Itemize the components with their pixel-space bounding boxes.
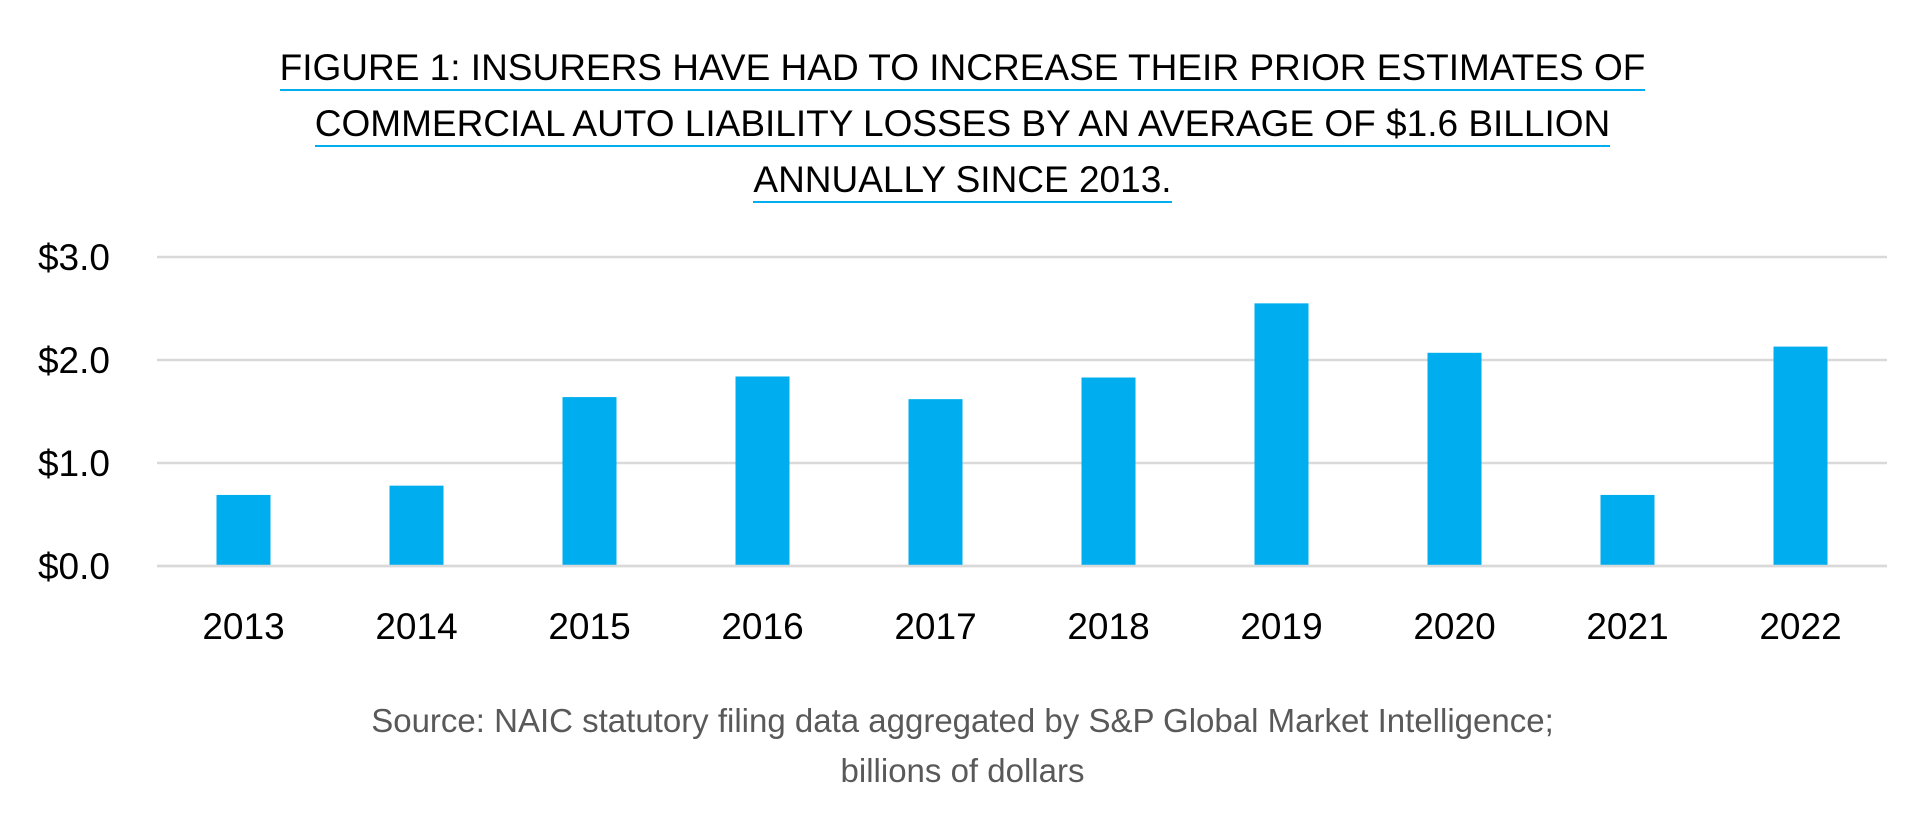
- bar-2020: [1427, 352, 1482, 566]
- x-tick-label: 2021: [1586, 606, 1668, 647]
- x-tick-label: 2019: [1240, 606, 1322, 647]
- bar-2017: [908, 399, 963, 566]
- chart-title-line-3: ANNUALLY SINCE 2013.: [0, 152, 1925, 208]
- bars: [157, 303, 1887, 568]
- bar-2019: [1254, 303, 1309, 566]
- source-note-line-2: billions of dollars: [840, 752, 1085, 789]
- y-axis-tick-labels: $0.0 $1.0 $2.0 $3.0: [38, 237, 110, 587]
- x-tick-label: 2016: [721, 606, 803, 647]
- x-tick-label: 2015: [548, 606, 630, 647]
- chart-title-line-1: FIGURE 1: INSURERS HAVE HAD TO INCREASE …: [0, 40, 1925, 96]
- source-note-line-1: Source: NAIC statutory filing data aggre…: [371, 702, 1554, 739]
- y-tick-label: $2.0: [38, 340, 110, 381]
- bar-2013: [216, 494, 271, 566]
- y-tick-label: $1.0: [38, 443, 110, 484]
- x-tick-label: 2018: [1067, 606, 1149, 647]
- chart-title-line-2: COMMERCIAL AUTO LIABILITY LOSSES BY AN A…: [0, 96, 1925, 152]
- x-tick-label: 2022: [1759, 606, 1841, 647]
- chart-title: FIGURE 1: INSURERS HAVE HAD TO INCREASE …: [0, 40, 1925, 208]
- x-tick-label: 2020: [1413, 606, 1495, 647]
- x-tick-label: 2014: [375, 606, 457, 647]
- bar-2018: [1081, 377, 1136, 566]
- y-tick-label: $3.0: [38, 237, 110, 278]
- x-tick-label: 2017: [894, 606, 976, 647]
- source-note: Source: NAIC statutory filing data aggre…: [0, 696, 1925, 796]
- bar-2014: [389, 485, 444, 566]
- bar-2016: [735, 376, 790, 566]
- bar-2021: [1600, 494, 1655, 566]
- bar-2015: [562, 397, 617, 566]
- x-axis-tick-labels: 2013 2014 2015 2016 2017 2018 2019 2020 2021 2022: [202, 606, 1841, 647]
- bar-2022: [1773, 346, 1828, 566]
- x-tick-label: 2013: [202, 606, 284, 647]
- y-tick-label: $0.0: [38, 546, 110, 587]
